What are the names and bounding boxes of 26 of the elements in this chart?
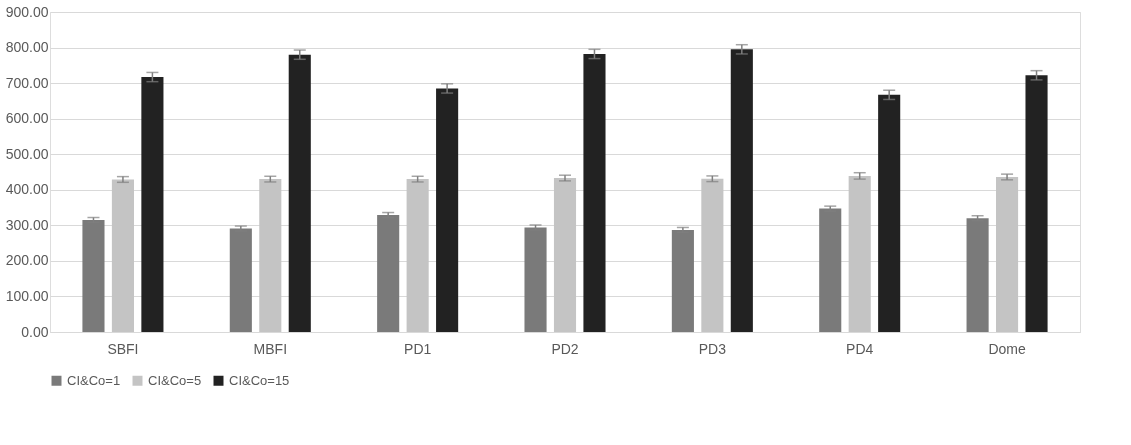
x-tick-label: MBFI bbox=[253, 340, 288, 357]
x-tick-label: PD4 bbox=[846, 340, 874, 357]
y-tick-label: 200.00 bbox=[5, 252, 49, 269]
y-tick-label: 300.00 bbox=[5, 216, 49, 233]
y-tick-label: 800.00 bbox=[5, 39, 49, 56]
y-tick-label: 0.00 bbox=[21, 323, 49, 340]
y-tick-label: 400.00 bbox=[5, 181, 49, 198]
legend-label: CI&Co=5 bbox=[148, 372, 202, 388]
legend-label: CI&Co=15 bbox=[229, 372, 290, 388]
bar bbox=[288, 54, 311, 332]
y-tick-label: 900.00 bbox=[5, 3, 49, 20]
bar bbox=[436, 88, 459, 332]
x-tick-label: SBFI bbox=[107, 340, 139, 357]
x-tick-label: Dome bbox=[988, 340, 1026, 357]
bar bbox=[141, 77, 164, 332]
bar bbox=[878, 94, 901, 332]
x-tick-label: PD3 bbox=[698, 340, 727, 357]
x-tick-label: PD1 bbox=[404, 340, 432, 357]
x-tick-label: PD2 bbox=[551, 340, 579, 357]
bar bbox=[730, 49, 753, 332]
bar bbox=[1025, 75, 1048, 332]
legend-label: CI&Co=1 bbox=[67, 372, 121, 388]
y-tick-label: 100.00 bbox=[5, 287, 49, 304]
y-tick-label: 600.00 bbox=[5, 110, 49, 127]
y-tick-label: 700.00 bbox=[5, 74, 49, 91]
y-tick-label: 500.00 bbox=[5, 145, 49, 162]
